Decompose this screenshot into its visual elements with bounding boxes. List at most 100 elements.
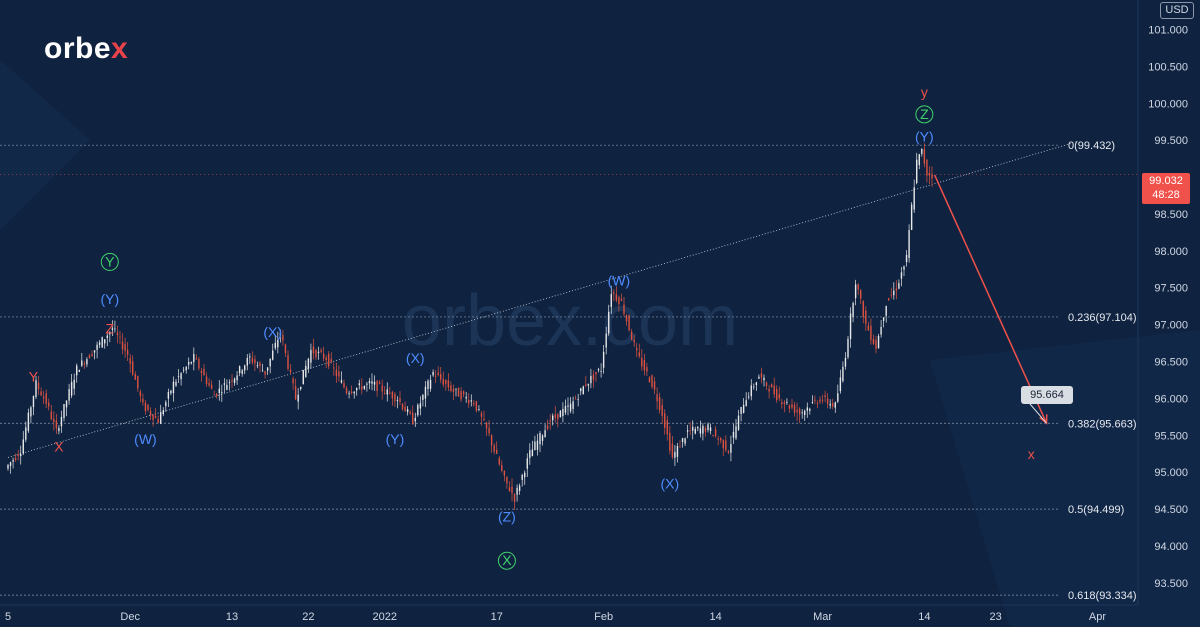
candle-body: [877, 335, 880, 349]
candle-body: [447, 380, 450, 388]
wave-label: X: [54, 438, 64, 454]
candle-body: [707, 424, 709, 430]
candle-body: [165, 402, 167, 407]
candle-body: [256, 365, 259, 367]
wave-label: x: [1028, 446, 1035, 462]
wave-label: (X): [406, 350, 425, 366]
candle-body: [921, 148, 923, 154]
candle-body: [434, 375, 437, 377]
candle-body: [829, 403, 831, 406]
candle-body: [345, 388, 348, 394]
candle-body: [7, 464, 9, 469]
candle-body: [865, 310, 867, 324]
candle-body: [709, 427, 712, 431]
candle-body: [628, 315, 630, 331]
wave-label: (Y): [386, 431, 405, 447]
candle-body: [274, 342, 276, 349]
candle-body: [750, 385, 752, 397]
candle-body: [14, 457, 17, 460]
y-tick-label: 94.500: [1154, 504, 1188, 516]
candle-body: [801, 412, 803, 414]
fib-level-label: 0.236(97.104): [1068, 312, 1137, 324]
candle-body: [854, 284, 857, 299]
candle-body: [546, 425, 549, 429]
candle-body: [9, 462, 12, 466]
candle-body: [544, 430, 546, 438]
candle-body: [630, 331, 633, 340]
candle-body: [50, 411, 52, 420]
candle-body: [786, 401, 788, 403]
candle-body: [121, 341, 124, 350]
candle-body: [602, 351, 605, 368]
candle-body: [195, 358, 198, 360]
candle-body: [315, 349, 317, 358]
candle-body: [511, 486, 513, 494]
candle-body: [188, 362, 190, 365]
candle-body: [394, 393, 396, 402]
candle-body: [664, 413, 666, 428]
candle-body: [452, 388, 455, 392]
candle-body: [737, 415, 740, 430]
wave-label: (Y): [100, 291, 119, 307]
candle-body: [73, 379, 75, 389]
candle-body: [233, 378, 236, 383]
candle-body: [134, 374, 136, 380]
x-tick-label: 14: [710, 611, 722, 623]
wave-label-circle: [100, 252, 119, 271]
candle-body: [526, 458, 528, 469]
candle-body: [40, 391, 42, 396]
candle-body: [694, 428, 696, 434]
candle-body: [190, 362, 192, 364]
candle-body: [809, 408, 811, 411]
candle-body: [93, 350, 96, 353]
candle-body: [88, 355, 91, 359]
candle-body: [277, 339, 279, 348]
candle-body: [259, 362, 261, 366]
candle-body: [483, 418, 485, 420]
wave-label: Z: [920, 106, 929, 122]
candle-body: [572, 401, 574, 409]
candle-body: [266, 367, 269, 371]
currency-selector[interactable]: USD: [1160, 2, 1194, 19]
candle-body: [203, 368, 205, 376]
candle-body: [381, 385, 383, 392]
orbex-logo: orbex: [44, 32, 128, 66]
candle-body: [567, 405, 569, 407]
candle-body: [193, 354, 195, 363]
candle-body: [485, 422, 488, 429]
wave-label: y: [921, 84, 928, 100]
candle-body: [356, 387, 358, 391]
candle-body: [475, 401, 478, 411]
candle-body: [363, 386, 366, 389]
candle-body: [396, 400, 399, 401]
watermark-text: orbex.com: [402, 281, 738, 361]
candle-body: [661, 405, 663, 416]
candle-body: [399, 397, 401, 402]
candle-body: [763, 377, 765, 381]
x-tick-label: 17: [491, 611, 503, 623]
candle-body: [849, 313, 852, 340]
candle-body: [704, 428, 707, 432]
candle-body: [826, 398, 829, 404]
logo-text: orbe: [44, 32, 112, 65]
candle-body: [587, 383, 590, 386]
candle-body: [320, 350, 322, 352]
candle-body: [384, 393, 386, 394]
candle-body: [55, 420, 58, 429]
candle-body: [636, 348, 638, 351]
candle-body: [620, 298, 623, 301]
candle-body: [53, 418, 55, 422]
candle-body: [32, 396, 35, 408]
candle-body: [22, 439, 24, 454]
candle-body: [669, 432, 671, 451]
candle-body: [228, 382, 231, 383]
candle-body: [541, 435, 544, 441]
x-tick-label: Apr: [1089, 611, 1106, 623]
candle-body: [70, 381, 73, 396]
wave-label: (Y): [915, 128, 934, 144]
candle-body: [681, 438, 684, 442]
candle-body: [918, 154, 920, 166]
candle-body: [254, 359, 256, 364]
candle-body: [162, 410, 164, 415]
